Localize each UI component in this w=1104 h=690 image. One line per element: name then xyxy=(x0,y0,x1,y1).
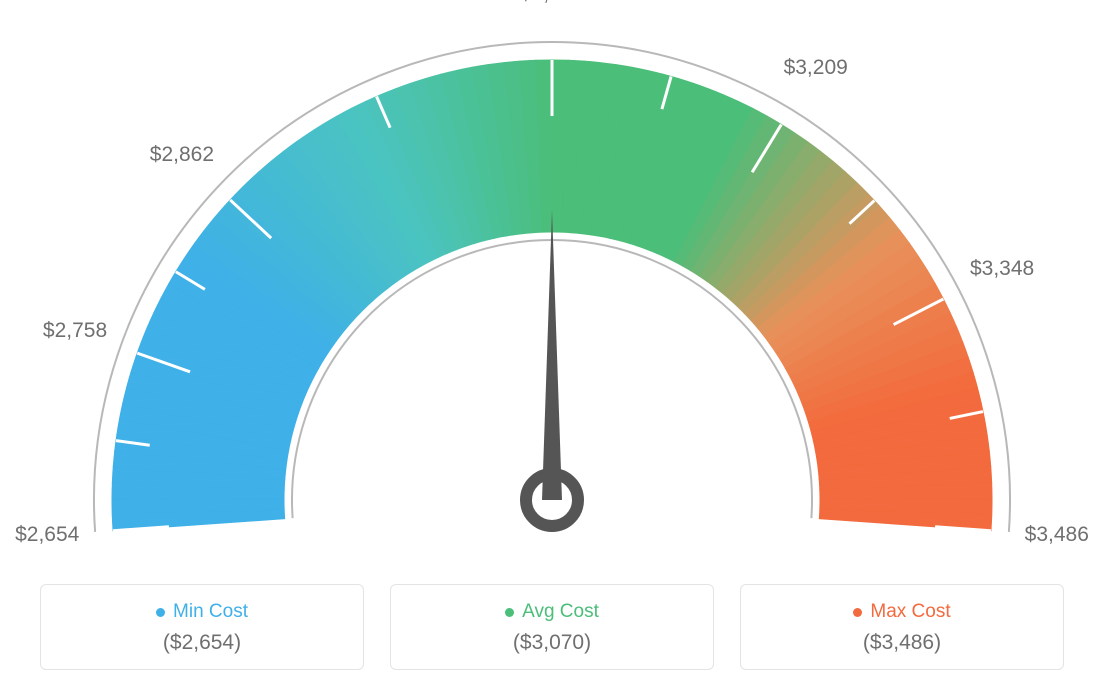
avg-cost-label: Avg Cost xyxy=(522,601,599,623)
legend-row: Min Cost ($2,654) Avg Cost ($3,070) Max … xyxy=(0,584,1104,670)
gauge-area: $2,654 $2,758 $2,862 $3,070 $3,209 $3,348 $3,4… xyxy=(0,0,1104,560)
max-cost-card: Max Cost ($3,486) xyxy=(740,584,1064,670)
tick-label: $3,209 xyxy=(784,56,848,80)
avg-cost-title: Avg Cost xyxy=(409,601,695,623)
avg-cost-card: Avg Cost ($3,070) xyxy=(390,584,714,670)
tick-label: $3,486 xyxy=(1025,523,1089,547)
max-cost-value: ($3,486) xyxy=(759,631,1045,655)
tick-label: $2,758 xyxy=(43,319,107,343)
max-cost-label: Max Cost xyxy=(870,601,950,623)
avg-dot-icon xyxy=(505,608,514,617)
tick-label: $2,862 xyxy=(150,143,214,167)
tick-label: $3,348 xyxy=(970,257,1034,281)
min-dot-icon xyxy=(156,608,165,617)
gauge-chart-container: $2,654 $2,758 $2,862 $3,070 $3,209 $3,348 $3,4… xyxy=(0,0,1104,690)
gauge-svg xyxy=(0,0,1104,560)
tick-label: $3,070 xyxy=(520,0,584,6)
max-dot-icon xyxy=(853,608,862,617)
min-cost-value: ($2,654) xyxy=(59,631,345,655)
avg-cost-value: ($3,070) xyxy=(409,631,695,655)
needle xyxy=(542,210,562,500)
min-cost-title: Min Cost xyxy=(59,601,345,623)
tick-label: $2,654 xyxy=(15,523,79,547)
max-cost-title: Max Cost xyxy=(759,601,1045,623)
min-cost-card: Min Cost ($2,654) xyxy=(40,584,364,670)
min-cost-label: Min Cost xyxy=(173,601,248,623)
